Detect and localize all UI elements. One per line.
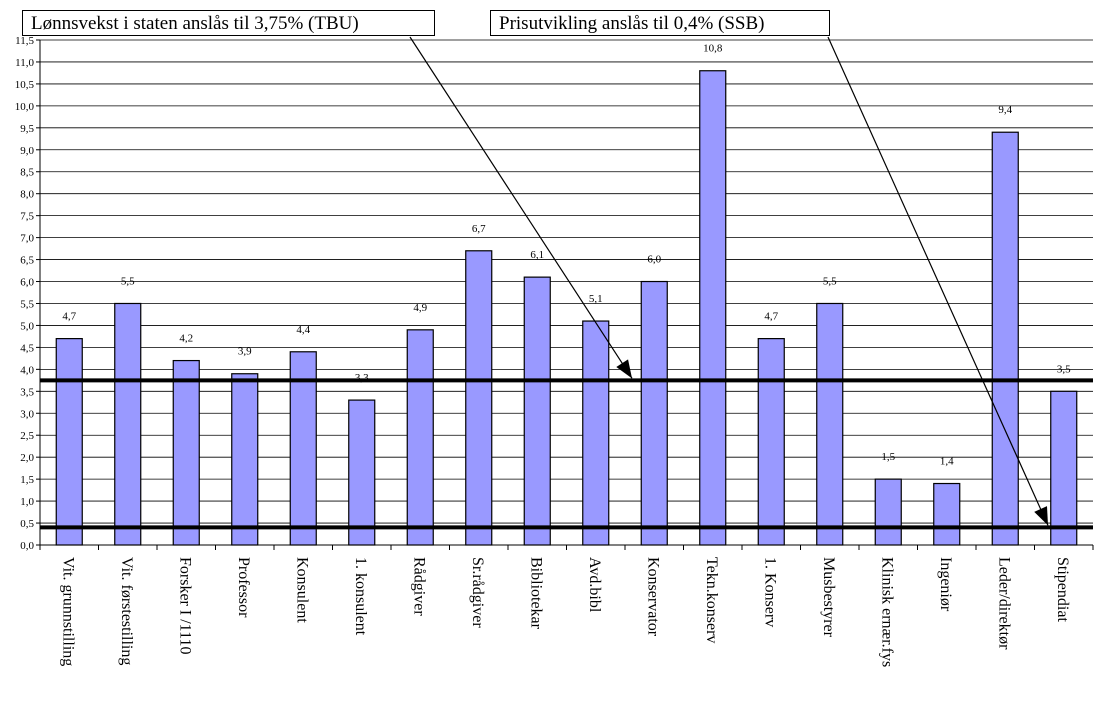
- y-tick-label: 10,5: [15, 79, 35, 91]
- category-label: Professor: [235, 557, 252, 618]
- data-label: 5,5: [823, 275, 837, 287]
- data-label: 4,2: [179, 333, 193, 345]
- callout-arrow-line: [409, 36, 633, 379]
- bar: [757, 338, 785, 546]
- category-label: Avd.bibl: [586, 557, 603, 613]
- category-label: 1. konsulent: [352, 557, 369, 636]
- y-tick-label: 1,5: [20, 474, 34, 486]
- bars: [55, 70, 1078, 546]
- bar: [1050, 390, 1078, 546]
- category-label: Musbestyrer: [820, 557, 837, 638]
- data-label: 4,7: [62, 311, 76, 323]
- bar: [933, 482, 961, 546]
- y-tick-label: 9,0: [20, 145, 34, 157]
- category-label: Vit. førstestilling: [118, 557, 135, 665]
- y-tick-label: 7,5: [20, 211, 34, 223]
- y-tick-label: 6,0: [20, 277, 34, 289]
- bar: [348, 399, 376, 546]
- data-label: 6,7: [472, 223, 486, 235]
- category-label: Konsulent: [293, 557, 310, 623]
- bar: [699, 70, 727, 546]
- category-label: Vit. grunnstilling: [59, 557, 76, 666]
- data-label: 6,0: [647, 254, 661, 266]
- bar: [816, 302, 844, 546]
- category-label: Klinisk ernær.fys: [878, 557, 895, 667]
- y-tick-label: 7,0: [20, 233, 34, 245]
- y-tick-label: 3,5: [20, 386, 34, 398]
- data-label: 4,9: [413, 302, 427, 314]
- x-axis-ticks: Vit. grunnstilling Vit. førstestilling For…: [39, 545, 1094, 667]
- category-label: Tekn.konserv: [703, 557, 720, 643]
- y-tick-label: 9,5: [20, 123, 34, 135]
- bar: [55, 338, 83, 546]
- data-label: 4,7: [764, 311, 778, 323]
- y-tick-label: 11,0: [15, 57, 34, 69]
- data-label: 4,4: [296, 324, 310, 336]
- callout-price-development: Prisutvikling anslås til 0,4% (SSB): [490, 10, 830, 36]
- y-tick-label: 6,5: [20, 255, 34, 267]
- y-tick-label: 10,0: [15, 101, 35, 113]
- bar: [582, 320, 610, 546]
- y-tick-label: 8,0: [20, 189, 34, 201]
- data-label: 9,4: [998, 104, 1012, 116]
- category-label: Konservator: [644, 557, 661, 637]
- category-label: Rådgiver: [410, 557, 427, 616]
- bar: [874, 478, 902, 546]
- bar: [640, 280, 668, 546]
- callout-arrows: [409, 36, 1049, 526]
- y-tick-label: 2,0: [20, 452, 34, 464]
- category-label: Bibliotekar: [527, 557, 544, 630]
- data-label: 1,4: [940, 456, 954, 468]
- callout-arrow-head: [616, 359, 632, 379]
- y-tick-label: 2,5: [20, 430, 34, 442]
- bar: [523, 276, 551, 546]
- gridlines: [40, 39, 1093, 524]
- data-labels: 4,75,54,23,94,43,34,96,76,15,16,010,84,7…: [62, 43, 1071, 468]
- y-tick-label: 0,5: [20, 518, 34, 530]
- category-label: 1. Konserv: [761, 557, 778, 627]
- y-tick-label: 5,5: [20, 298, 34, 310]
- bar: [231, 373, 259, 546]
- y-tick-label: 4,0: [20, 364, 34, 376]
- y-tick-label: 4,5: [20, 342, 34, 354]
- bar: [114, 302, 142, 546]
- reference-lines: [40, 378, 1093, 530]
- data-label: 10,8: [703, 43, 723, 55]
- y-tick-label: 0,0: [20, 540, 34, 552]
- callout-arrow-line: [827, 36, 1049, 526]
- category-label: Stipendiat: [1054, 557, 1071, 622]
- data-label: 5,1: [589, 293, 603, 305]
- bar: [289, 351, 317, 546]
- data-label: 1,5: [881, 451, 895, 463]
- y-tick-label: 3,0: [20, 408, 34, 420]
- category-label: Sr.rådgiver: [469, 557, 486, 628]
- category-label: Forsker I /1110: [176, 557, 193, 654]
- y-tick-label: 1,0: [20, 496, 34, 508]
- data-label: 6,1: [530, 249, 544, 261]
- bar: [172, 359, 200, 546]
- data-label: 5,5: [121, 275, 135, 287]
- bar: [991, 131, 1019, 546]
- y-tick-label: 8,5: [20, 167, 34, 179]
- category-label: Ingeniør: [937, 557, 954, 612]
- data-label: 3,5: [1057, 363, 1071, 375]
- bar: [465, 250, 493, 546]
- bar: [406, 329, 434, 546]
- y-tick-label: 5,0: [20, 320, 34, 332]
- callout-arrow-head: [1034, 506, 1048, 526]
- callout-wage-growth: Lønnsvekst i staten anslås til 3,75% (TB…: [22, 10, 435, 36]
- data-label: 3,9: [238, 346, 252, 358]
- category-label: Leder/direktør: [995, 557, 1012, 650]
- y-tick-label: 11,5: [15, 35, 34, 47]
- y-axis-ticks: 0,0 0,5 1,0 1,5 2,0 2,5 3,0 3,5 4,0 4,5 5,0 5,5 6,0 6…: [15, 35, 40, 552]
